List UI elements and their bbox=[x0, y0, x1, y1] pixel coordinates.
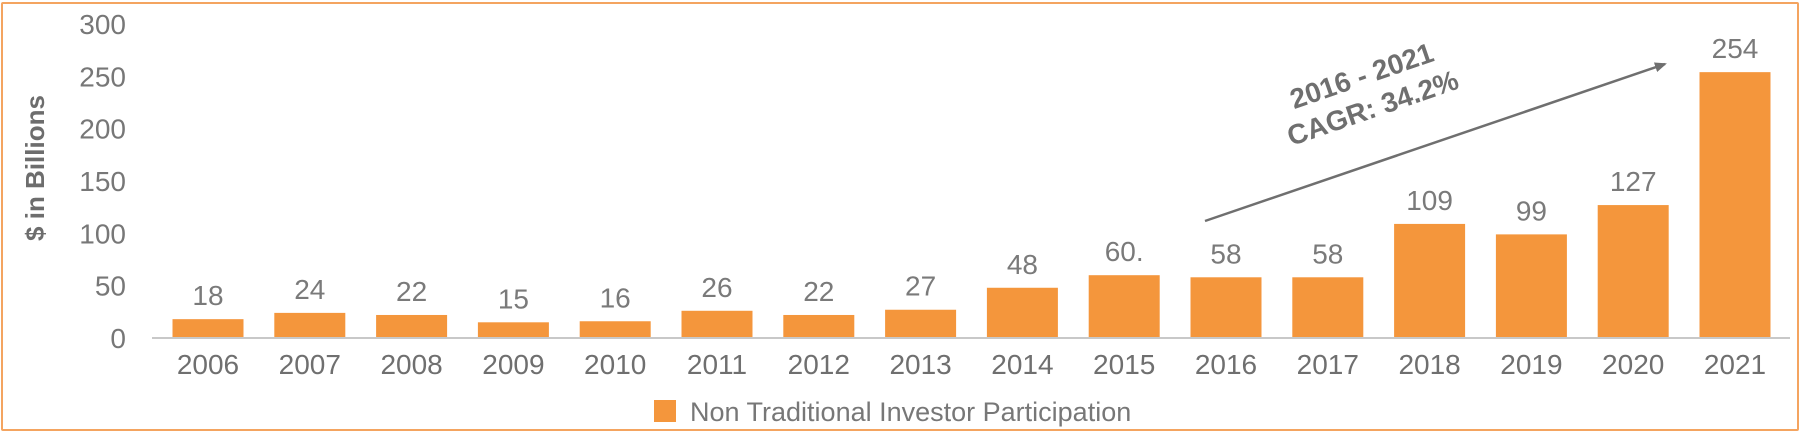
data-label: 16 bbox=[600, 282, 631, 313]
cagr-annotation: 2016 - 2021 CAGR: 34.2% bbox=[1283, 37, 1462, 152]
y-axis-ticks: 0 50 100 150 200 250 300 bbox=[79, 9, 126, 354]
bar bbox=[172, 319, 244, 338]
bar bbox=[477, 322, 549, 338]
bar bbox=[376, 314, 448, 338]
x-tick-label: 2016 bbox=[1195, 349, 1257, 380]
y-axis-label: $ in Billions bbox=[20, 95, 50, 241]
data-label: 26 bbox=[701, 272, 732, 303]
x-tick-label: 2007 bbox=[279, 349, 341, 380]
y-tick-label: 0 bbox=[110, 323, 126, 354]
bar bbox=[579, 321, 651, 338]
y-tick-label: 100 bbox=[79, 218, 126, 249]
data-label: 109 bbox=[1406, 185, 1453, 216]
data-label: 24 bbox=[294, 274, 325, 305]
x-tick-label: 2013 bbox=[889, 349, 951, 380]
bars bbox=[172, 72, 1771, 338]
data-label: 27 bbox=[905, 271, 936, 302]
data-label: 127 bbox=[1610, 166, 1657, 197]
data-label: 58 bbox=[1312, 238, 1343, 269]
x-tick-label: 2012 bbox=[788, 349, 850, 380]
bar bbox=[681, 310, 753, 338]
legend: Non Traditional Investor Participation bbox=[654, 397, 1131, 427]
bar bbox=[1190, 277, 1262, 338]
legend-label: Non Traditional Investor Participation bbox=[690, 397, 1131, 427]
x-tick-label: 2008 bbox=[380, 349, 442, 380]
legend-swatch bbox=[654, 400, 676, 422]
y-tick-label: 50 bbox=[95, 271, 126, 302]
x-tick-label: 2019 bbox=[1500, 349, 1562, 380]
y-tick-label: 200 bbox=[79, 114, 126, 145]
data-labels: 18 24 22 15 16 26 22 27 48 60. 58 58 109 99 127 254 bbox=[192, 33, 1758, 314]
data-label: 58 bbox=[1210, 238, 1241, 269]
cagr-arrow bbox=[1204, 62, 1667, 223]
data-label: 15 bbox=[498, 283, 529, 314]
data-label: 254 bbox=[1712, 33, 1759, 64]
x-tick-label: 2018 bbox=[1398, 349, 1460, 380]
x-tick-label: 2017 bbox=[1297, 349, 1359, 380]
bar bbox=[274, 312, 346, 338]
x-tick-label: 2006 bbox=[177, 349, 239, 380]
y-tick-label: 150 bbox=[79, 166, 126, 197]
bar bbox=[885, 309, 957, 338]
data-label: 48 bbox=[1007, 249, 1038, 280]
x-tick-label: 2021 bbox=[1704, 349, 1766, 380]
data-label: 22 bbox=[396, 276, 427, 307]
bar bbox=[1394, 223, 1466, 338]
x-tick-label: 2009 bbox=[482, 349, 544, 380]
y-tick-label: 250 bbox=[79, 61, 126, 92]
data-label: 99 bbox=[1516, 195, 1547, 226]
data-label: 18 bbox=[192, 280, 223, 311]
bar bbox=[1088, 275, 1160, 338]
bar bbox=[1495, 234, 1567, 338]
bar bbox=[1292, 277, 1364, 338]
x-tick-label: 2011 bbox=[687, 349, 747, 380]
bar bbox=[1699, 72, 1771, 338]
bar bbox=[986, 287, 1058, 338]
bar bbox=[783, 314, 855, 338]
y-tick-label: 300 bbox=[79, 9, 126, 40]
x-tick-label: 2015 bbox=[1093, 349, 1155, 380]
bar bbox=[1597, 205, 1669, 338]
data-label: 60. bbox=[1105, 236, 1144, 267]
x-axis-categories: 2006 2007 2008 2009 2010 2011 2012 2013 2014 2015… bbox=[177, 349, 1766, 380]
x-tick-label: 2010 bbox=[584, 349, 646, 380]
x-tick-label: 2014 bbox=[991, 349, 1053, 380]
data-label: 22 bbox=[803, 276, 834, 307]
x-tick-label: 2020 bbox=[1602, 349, 1664, 380]
